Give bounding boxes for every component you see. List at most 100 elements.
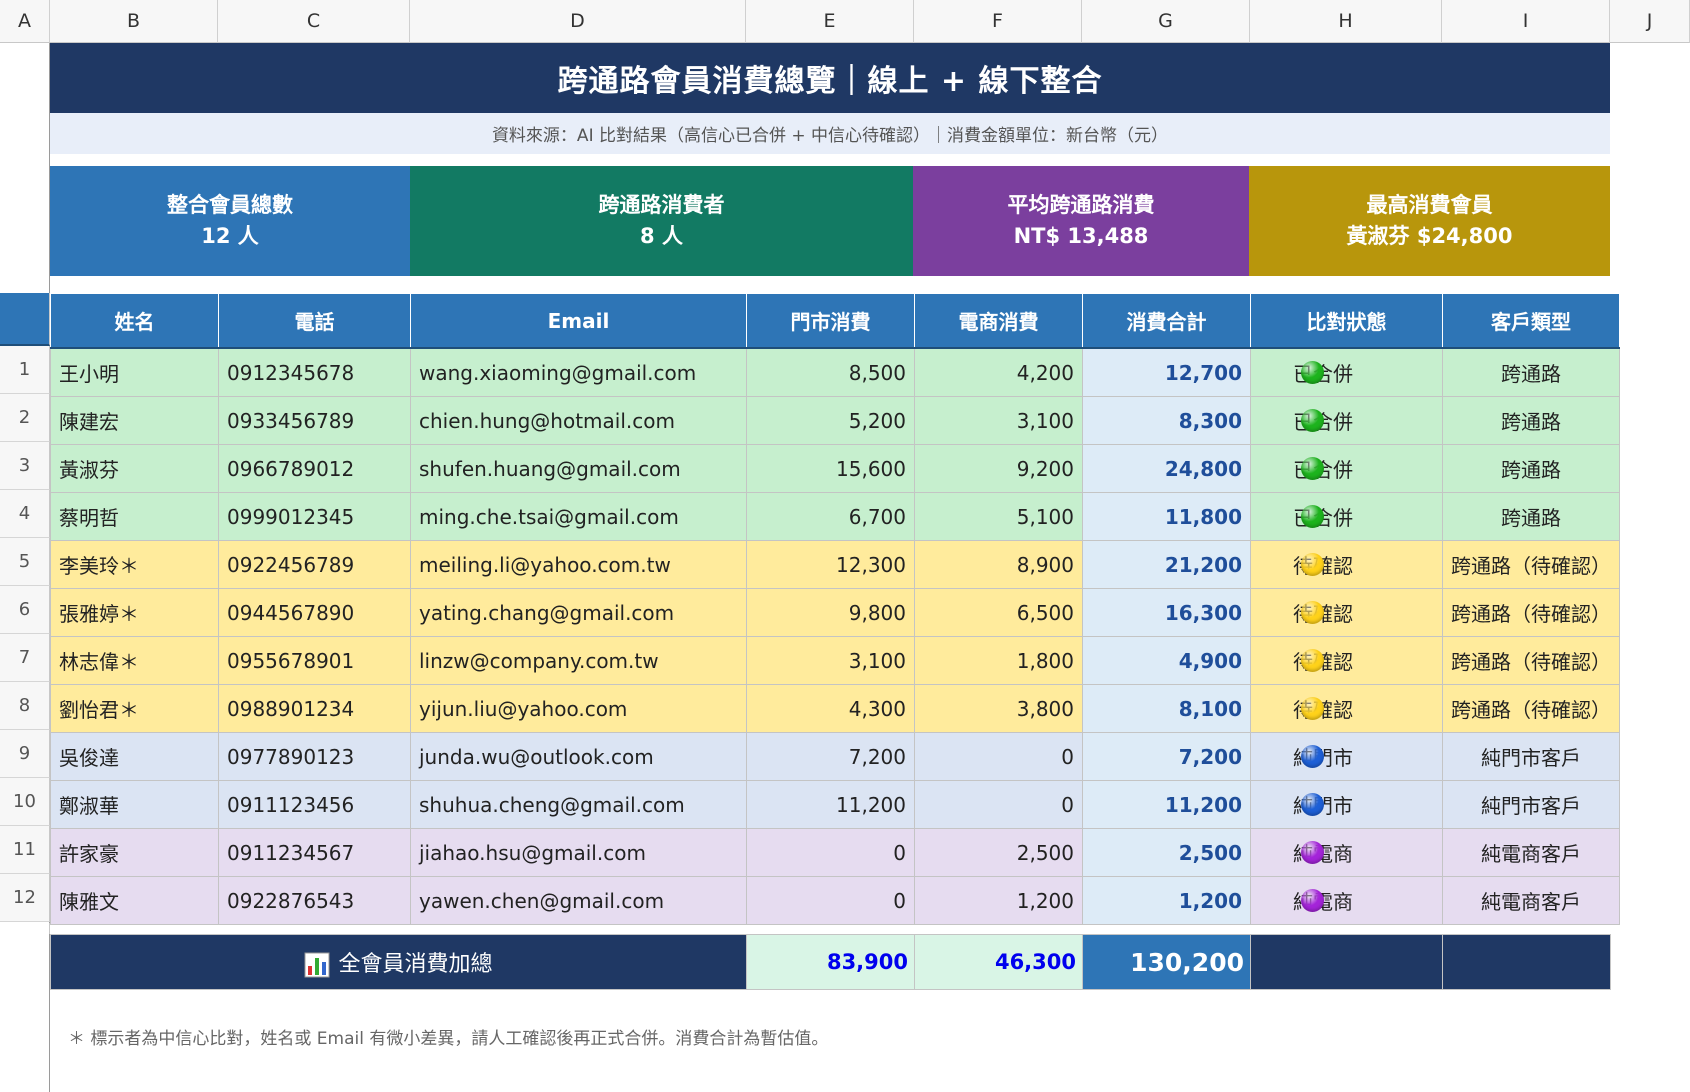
column-header-d[interactable]: D (410, 0, 746, 43)
online-spend-cell[interactable]: 6,500 (914, 588, 1083, 637)
email-cell[interactable]: junda.wu@outlook.com (410, 732, 747, 781)
online-spend-cell[interactable]: 1,800 (914, 636, 1083, 685)
email-cell[interactable]: shuhua.cheng@gmail.com (410, 780, 747, 829)
customer-type-cell[interactable]: 跨通路（待確認） (1442, 588, 1620, 637)
store-spend-cell[interactable]: 11,200 (746, 780, 915, 829)
store-spend-cell[interactable]: 6,700 (746, 492, 915, 541)
online-spend-cell[interactable]: 5,100 (914, 492, 1083, 541)
match-status-cell[interactable]: 已合併 (1250, 444, 1443, 493)
store-spend-cell[interactable]: 15,600 (746, 444, 915, 493)
online-spend-cell[interactable]: 9,200 (914, 444, 1083, 493)
store-spend-cell[interactable]: 4,300 (746, 684, 915, 733)
match-status-cell[interactable]: 純電商 (1250, 876, 1443, 925)
name-cell[interactable]: 劉怡君＊ (50, 684, 219, 733)
phone-cell[interactable]: 0922876543 (218, 876, 411, 925)
data-source-subtitle[interactable]: 資料來源：AI 比對結果（高信心已合併 + 中信心待確認）｜消費金額單位：新台幣… (50, 113, 1610, 154)
row-number[interactable]: 3 (0, 442, 50, 490)
match-status-cell[interactable]: 待確認 (1250, 684, 1443, 733)
total-spend-cell[interactable]: 21,200 (1082, 540, 1251, 589)
online-spend-cell[interactable]: 0 (914, 780, 1083, 829)
total-spend-cell[interactable]: 8,300 (1082, 396, 1251, 445)
column-header-j[interactable]: J (1610, 0, 1690, 43)
online-spend-cell[interactable]: 0 (914, 732, 1083, 781)
header-customer-type[interactable]: 客戶類型 (1442, 293, 1620, 349)
page-title[interactable]: 跨通路會員消費總覽｜線上 + 線下整合 (50, 43, 1610, 113)
email-cell[interactable]: ming.che.tsai@gmail.com (410, 492, 747, 541)
row-number[interactable]: 8 (0, 682, 50, 730)
phone-cell[interactable]: 0944567890 (218, 588, 411, 637)
total-spend-cell[interactable]: 8,100 (1082, 684, 1251, 733)
online-spend-cell[interactable]: 1,200 (914, 876, 1083, 925)
total-spend-cell[interactable]: 16,300 (1082, 588, 1251, 637)
phone-cell[interactable]: 0999012345 (218, 492, 411, 541)
email-cell[interactable]: linzw@company.com.tw (410, 636, 747, 685)
phone-cell[interactable]: 0911123456 (218, 780, 411, 829)
header-online-spend[interactable]: 電商消費 (914, 293, 1083, 349)
row-number-blank[interactable] (0, 923, 50, 934)
phone-cell[interactable]: 0911234567 (218, 828, 411, 877)
name-cell[interactable]: 蔡明哲 (50, 492, 219, 541)
kpi-average-spend[interactable]: 平均跨通路消費 NT$ 13,488 (913, 166, 1249, 276)
name-cell[interactable]: 鄭淑華 (50, 780, 219, 829)
online-total-cell[interactable]: 46,300 (914, 934, 1083, 990)
email-cell[interactable]: wang.xiaoming@gmail.com (410, 347, 747, 397)
customer-type-cell[interactable]: 跨通路 (1442, 444, 1620, 493)
kpi-cross-channel[interactable]: 跨通路消費者 8 人 (410, 166, 913, 276)
column-header-b[interactable]: B (50, 0, 218, 43)
name-cell[interactable]: 張雅婷＊ (50, 588, 219, 637)
column-header-i[interactable]: I (1442, 0, 1610, 43)
total-spend-cell[interactable]: 11,800 (1082, 492, 1251, 541)
email-cell[interactable]: shufen.huang@gmail.com (410, 444, 747, 493)
row-number[interactable]: 12 (0, 874, 50, 922)
totals-label-cell[interactable]: 全會員消費加總 (50, 934, 747, 990)
online-spend-cell[interactable]: 3,100 (914, 396, 1083, 445)
header-total-spend[interactable]: 消費合計 (1082, 293, 1251, 349)
row-number[interactable]: 1 (0, 346, 50, 394)
column-header-e[interactable]: E (746, 0, 914, 43)
phone-cell[interactable]: 0966789012 (218, 444, 411, 493)
phone-cell[interactable]: 0933456789 (218, 396, 411, 445)
row-number-header[interactable] (0, 293, 50, 346)
online-spend-cell[interactable]: 4,200 (914, 347, 1083, 397)
match-status-cell[interactable]: 待確認 (1250, 540, 1443, 589)
email-cell[interactable]: chien.hung@hotmail.com (410, 396, 747, 445)
row-number[interactable]: 10 (0, 778, 50, 826)
store-total-cell[interactable]: 83,900 (746, 934, 915, 990)
header-phone[interactable]: 電話 (218, 293, 411, 349)
total-spend-cell[interactable]: 2,500 (1082, 828, 1251, 877)
store-spend-cell[interactable]: 0 (746, 828, 915, 877)
email-cell[interactable]: yating.chang@gmail.com (410, 588, 747, 637)
empty-cell[interactable] (1250, 934, 1443, 990)
total-spend-cell[interactable]: 24,800 (1082, 444, 1251, 493)
empty-cell[interactable] (1442, 934, 1611, 990)
row-number[interactable]: 11 (0, 826, 50, 874)
online-spend-cell[interactable]: 8,900 (914, 540, 1083, 589)
email-cell[interactable]: jiahao.hsu@gmail.com (410, 828, 747, 877)
total-spend-cell[interactable]: 7,200 (1082, 732, 1251, 781)
header-name[interactable]: 姓名 (50, 293, 219, 349)
phone-cell[interactable]: 0988901234 (218, 684, 411, 733)
store-spend-cell[interactable]: 12,300 (746, 540, 915, 589)
store-spend-cell[interactable]: 8,500 (746, 347, 915, 397)
phone-cell[interactable]: 0922456789 (218, 540, 411, 589)
total-spend-cell[interactable]: 12,700 (1082, 347, 1251, 397)
match-status-cell[interactable]: 純電商 (1250, 828, 1443, 877)
customer-type-cell[interactable]: 跨通路 (1442, 492, 1620, 541)
store-spend-cell[interactable]: 3,100 (746, 636, 915, 685)
online-spend-cell[interactable]: 3,800 (914, 684, 1083, 733)
column-header-f[interactable]: F (914, 0, 1082, 43)
customer-type-cell[interactable]: 跨通路 (1442, 396, 1620, 445)
column-header-c[interactable]: C (218, 0, 410, 43)
name-cell[interactable]: 李美玲＊ (50, 540, 219, 589)
email-cell[interactable]: yijun.liu@yahoo.com (410, 684, 747, 733)
match-status-cell[interactable]: 已合併 (1250, 396, 1443, 445)
header-match-status[interactable]: 比對狀態 (1250, 293, 1443, 349)
customer-type-cell[interactable]: 純門市客戶 (1442, 780, 1620, 829)
row-number[interactable]: 4 (0, 490, 50, 538)
header-store-spend[interactable]: 門市消費 (746, 293, 915, 349)
phone-cell[interactable]: 0955678901 (218, 636, 411, 685)
name-cell[interactable]: 林志偉＊ (50, 636, 219, 685)
match-status-cell[interactable]: 已合併 (1250, 347, 1443, 397)
customer-type-cell[interactable]: 跨通路（待確認） (1442, 684, 1620, 733)
total-spend-cell[interactable]: 11,200 (1082, 780, 1251, 829)
